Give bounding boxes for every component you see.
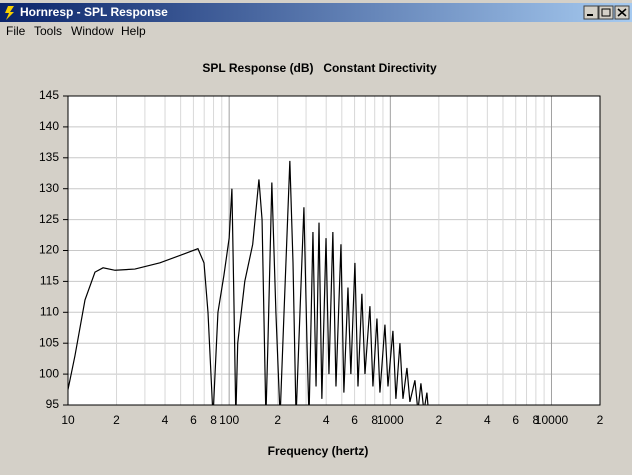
x-tick-label: 2 [274,413,281,427]
x-tick-label: 2 [113,413,120,427]
app-icon [5,6,14,20]
x-tick-label: 4 [323,413,330,427]
x-tick-label: 8 [210,413,217,427]
y-tick-label: 115 [40,274,59,288]
window-title: Hornresp - SPL Response [20,5,168,19]
x-axis-label: Frequency (hertz) [268,444,369,458]
x-tick-label: 8 [533,413,540,427]
x-tick-label: 6 [512,413,519,427]
y-tick-label: 130 [39,181,59,195]
close-button[interactable] [614,5,630,20]
chart-subtitle: Constant Directivity [323,61,437,75]
x-tick-label: 100 [219,413,239,427]
y-tick-label: 95 [46,397,60,411]
x-tick-label: 10000 [535,413,569,427]
x-tick-label: 2 [597,413,604,427]
y-tick-label: 120 [39,243,59,257]
y-tick-label: 125 [39,212,59,226]
y-tick-label: 140 [39,119,59,133]
y-tick-label: 135 [39,150,59,164]
x-tick-label: 6 [190,413,197,427]
x-tick-label: 4 [162,413,169,427]
title-bar [0,3,632,22]
chart-title: SPL Response (dB) [202,61,313,75]
y-tick-label: 110 [40,304,59,318]
y-tick-label: 145 [39,88,59,102]
maximize-button[interactable] [598,5,614,20]
x-tick-label: 8 [371,413,378,427]
y-tick-label: 100 [39,366,59,380]
y-tick-label: 105 [39,335,59,349]
x-tick-label: 1000 [377,413,404,427]
menu-item[interactable]: Tools [34,24,62,38]
x-tick-label: 10 [61,413,75,427]
menu-item[interactable]: File [6,24,26,38]
minimize-button[interactable] [583,5,599,20]
spl-line [68,160,429,405]
x-tick-label: 2 [435,413,442,427]
menu-item[interactable]: Help [121,24,146,38]
menu-item[interactable]: Window [71,24,114,38]
x-tick-label: 4 [484,413,491,427]
x-tick-label: 6 [351,413,358,427]
